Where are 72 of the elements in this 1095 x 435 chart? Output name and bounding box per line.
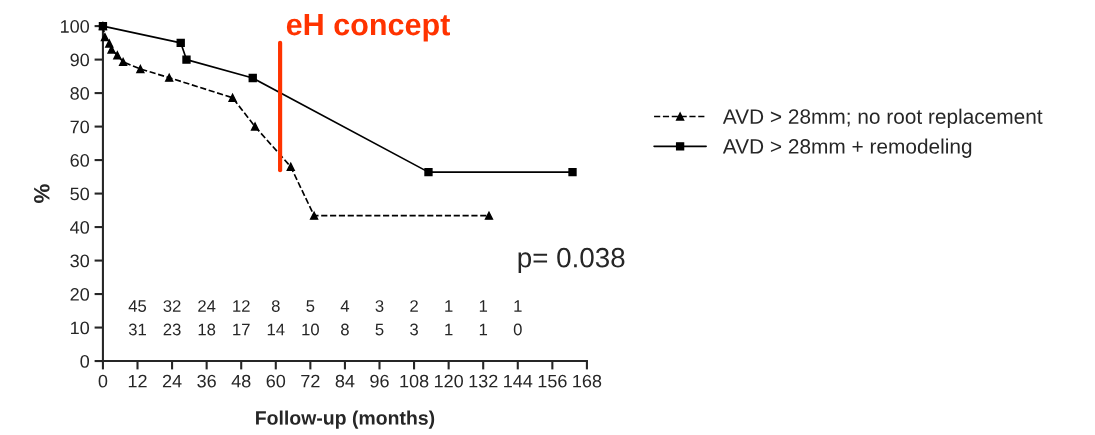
annotation: 18 [198, 323, 216, 336]
y-axis-title: % [33, 184, 50, 203]
x-tick-label: 96 [370, 374, 389, 388]
point [100, 32, 110, 42]
annotation: 8 [341, 323, 349, 336]
y-tick-label: 60 [70, 154, 90, 167]
annotation: 5 [306, 300, 315, 312]
x-tick-label: 120 [434, 374, 463, 388]
annotation: 12 [233, 300, 250, 312]
point [484, 211, 494, 220]
y-tick-label: 100 [60, 20, 90, 33]
y-tick-label: 30 [70, 254, 90, 268]
y-tick-label: 20 [70, 287, 90, 301]
legend-label: AVD > 28mm; no root replacement [722, 108, 1043, 129]
x-tick-label: 132 [469, 374, 498, 388]
annotation: 3 [375, 300, 384, 312]
y-tick-label: 70 [70, 120, 90, 134]
y-tick-label: 40 [70, 221, 90, 234]
y-tick-label: 50 [70, 187, 90, 201]
annotation: 45 [128, 300, 147, 312]
annotation: eH concept [286, 14, 450, 42]
point [182, 55, 191, 64]
annotation: 4 [340, 300, 350, 312]
x-tick-label: 12 [128, 374, 147, 388]
annotation: 8 [271, 300, 280, 312]
y-tick-label: 80 [70, 87, 90, 100]
point [107, 45, 116, 54]
annotation: 24 [198, 300, 216, 312]
annotation: 1 [479, 323, 488, 336]
x-axis-title: Follow-up (months) [256, 410, 435, 429]
point [286, 162, 295, 171]
annotation: 2 [410, 300, 418, 312]
x-tick-label: 168 [573, 374, 602, 388]
annotation: 1 [445, 323, 453, 336]
x-tick-label: 48 [231, 374, 251, 388]
x-tick-label: 0 [98, 374, 108, 388]
point [165, 73, 174, 82]
annotation: 17 [233, 323, 250, 336]
x-tick-label: 108 [400, 374, 429, 388]
point [568, 167, 577, 177]
annotation: 0 [513, 323, 522, 336]
annotation: p= 0.038 [518, 247, 625, 274]
point [250, 122, 260, 131]
annotation: 1 [514, 300, 522, 312]
y-tick-label: 0 [80, 354, 90, 368]
annotation: 1 [445, 300, 453, 312]
y-tick-label: 90 [70, 53, 90, 67]
annotation: 31 [128, 323, 146, 336]
annotation: 23 [163, 323, 181, 336]
y-tick-label: 10 [71, 321, 90, 335]
point [136, 64, 145, 74]
point [248, 73, 257, 83]
annotation: 14 [267, 323, 285, 336]
annotation: 32 [163, 300, 181, 312]
annotation: 3 [410, 323, 418, 336]
x-tick-label: 72 [301, 374, 320, 388]
point [113, 51, 122, 60]
point [309, 211, 319, 220]
legend-label: AVD > 28mm + remodeling [722, 138, 972, 158]
x-tick-label: 144 [504, 374, 533, 388]
x-tick-label: 36 [197, 374, 216, 388]
annotation: 10 [302, 323, 319, 336]
annotation: 5 [375, 323, 384, 336]
annotation: 1 [479, 300, 488, 312]
point [176, 38, 185, 48]
point [228, 93, 237, 102]
x-tick-label: 24 [162, 374, 182, 388]
point [424, 167, 433, 177]
point [118, 57, 128, 67]
x-tick-label: 60 [266, 374, 286, 388]
x-tick-label: 84 [335, 374, 355, 388]
x-tick-label: 156 [538, 374, 567, 388]
